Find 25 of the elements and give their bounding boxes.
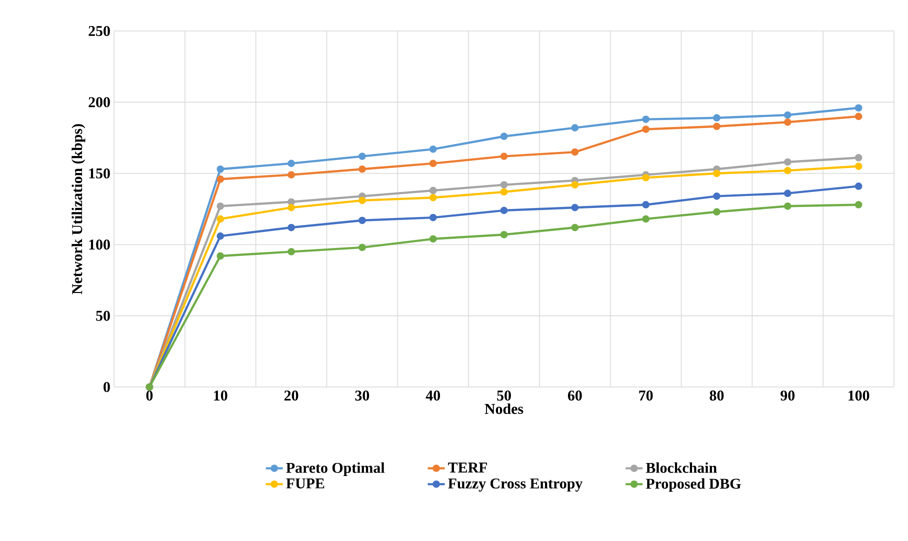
y-tick-label: 150 [89,168,110,178]
x-axis-title: Nodes [484,403,524,414]
x-tick-label: 30 [355,390,370,401]
y-tick-label: 250 [88,26,110,36]
x-tick-label: 80 [710,390,724,401]
x-tick-label: 70 [639,390,653,401]
y-tick-label: 100 [89,240,110,250]
x-tick-label: 50 [497,390,511,401]
y-axis-title: Network Utilization (kbps) [72,124,86,294]
x-tick-label: 40 [426,390,440,401]
x-tick-label: 20 [284,390,298,401]
legend-label: FUPE [286,478,324,488]
legend-label: Proposed DBG [646,478,741,492]
x-tick-label: 60 [568,390,582,401]
x-tick-label: 0 [146,390,153,401]
legend-label: TERF [448,462,487,472]
y-tick-label: 0 [104,382,110,392]
legend-label: Pareto Optimal [286,462,385,476]
y-tick-label: 50 [96,310,110,321]
x-tick-label: 90 [780,390,795,401]
legend-label: Fuzzy Cross Entropy [448,478,582,492]
y-tick-label: 200 [88,97,110,108]
legend-label: Blockchain [646,462,717,473]
x-tick-label: 10 [214,390,228,401]
x-tick-label: 100 [848,390,870,401]
